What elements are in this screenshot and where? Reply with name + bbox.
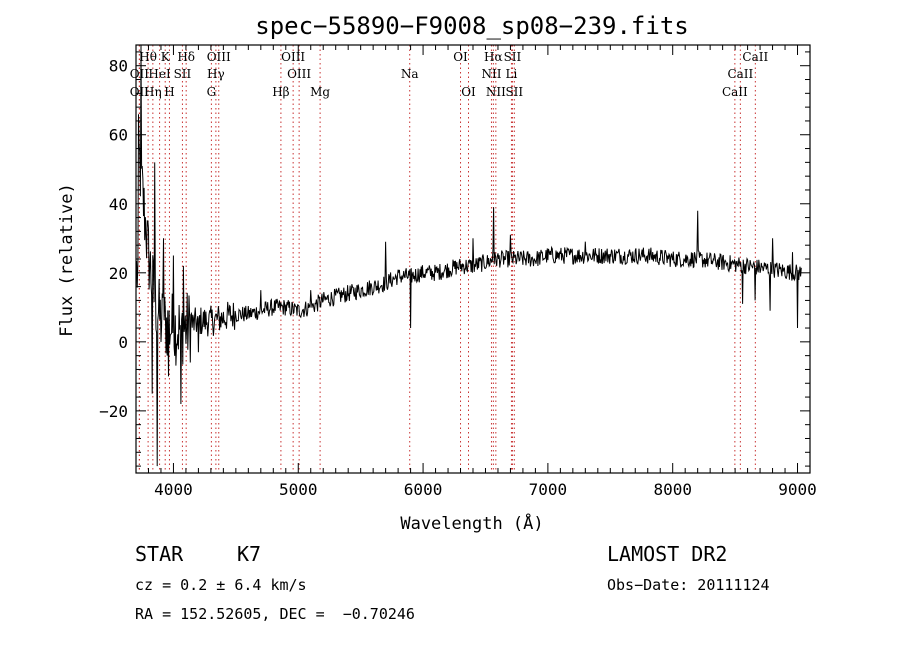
x-tick-label: 9000	[778, 480, 817, 499]
spectrum-line	[136, 44, 802, 467]
survey-name: LAMOST DR2	[607, 542, 728, 566]
line-label: CaII	[742, 50, 768, 64]
y-tick-label: 40	[109, 195, 128, 214]
line-label: OII	[130, 67, 150, 81]
line-label: HeI	[148, 67, 171, 81]
line-label: Li	[506, 67, 518, 81]
line-label: NII	[481, 67, 501, 81]
line-label: CaII	[722, 85, 748, 99]
y-axis: −20 0 20 40 60 80	[99, 51, 810, 467]
line-label: Hγ	[207, 67, 225, 81]
redshift-text: cz = 0.2 ± 6.4 km/s	[135, 576, 307, 594]
line-label: H	[164, 85, 174, 99]
line-label: SII	[174, 67, 192, 81]
line-label: OIII	[281, 50, 305, 64]
line-label: OIII	[287, 67, 311, 81]
line-label: Hθ	[139, 50, 157, 64]
x-tick-label: 4000	[154, 480, 193, 499]
object-subclass: K7	[237, 542, 262, 566]
line-label: SII	[504, 50, 522, 64]
line-label: Hβ	[272, 85, 289, 99]
line-label: CaII	[727, 67, 753, 81]
x-tick-label: 7000	[529, 480, 568, 499]
x-axis-label: Wavelength (Å)	[400, 512, 543, 534]
chart-title: spec−55890−F9008_sp08−239.fits	[255, 12, 688, 40]
line-label: OII	[130, 85, 150, 99]
line-label: SII	[505, 85, 523, 99]
line-label: Mg	[310, 85, 330, 99]
y-tick-label: 0	[118, 333, 128, 352]
coordinates-text: RA = 152.52605, DEC = −0.70246	[135, 605, 415, 623]
x-tick-label: 6000	[404, 480, 443, 499]
line-label: G	[207, 85, 217, 99]
y-tick-label: −20	[99, 402, 128, 421]
line-label: OI	[461, 85, 476, 99]
x-axis: 4000 5000 6000 7000 8000 9000	[135, 45, 817, 499]
y-tick-label: 20	[109, 264, 128, 283]
line-markers	[138, 45, 756, 473]
line-label: NII	[486, 85, 506, 99]
line-label: Hα	[484, 50, 503, 64]
y-tick-label: 80	[109, 57, 128, 76]
line-label: Hη	[144, 85, 162, 99]
line-label: Hδ	[177, 50, 195, 64]
x-tick-label: 8000	[653, 480, 692, 499]
y-tick-label: 60	[109, 126, 128, 145]
line-label: Na	[401, 67, 419, 81]
object-class: STAR	[135, 542, 184, 566]
obs-date-text: Obs−Date: 20111124	[607, 576, 770, 594]
line-label: OIII	[207, 50, 231, 64]
x-tick-label: 5000	[279, 480, 318, 499]
line-label: OI	[453, 50, 468, 64]
line-label: K	[161, 50, 171, 64]
y-axis-label: Flux (relative)	[57, 183, 77, 337]
